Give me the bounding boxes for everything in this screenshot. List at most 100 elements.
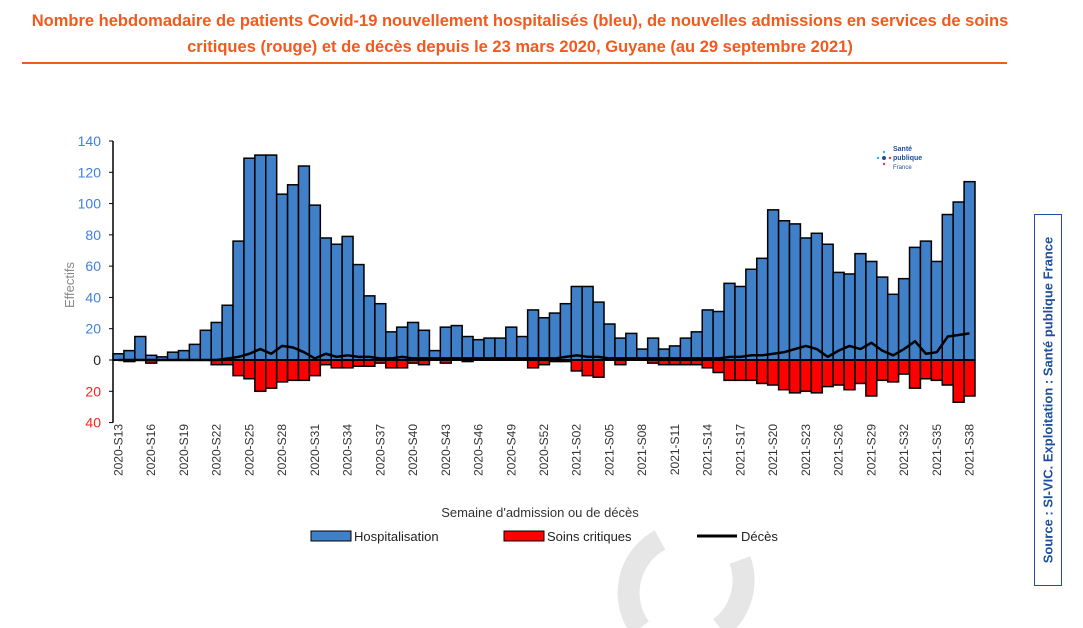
bar-hospitalisation xyxy=(472,338,485,361)
x-tick-label: 2020-S31 xyxy=(308,424,322,476)
bar-hospitalisation xyxy=(494,337,507,361)
bar-soins-critiques xyxy=(832,359,845,386)
bar-hospitalisation xyxy=(614,337,627,361)
bar-hospitalisation xyxy=(406,321,420,361)
bar-soins-critiques xyxy=(766,359,780,386)
bar-hospitalisation xyxy=(308,204,322,361)
bar-hospitalisation xyxy=(821,243,834,361)
bar-soins-critiques xyxy=(908,359,922,389)
bar-hospitalisation xyxy=(243,157,256,361)
y-tick-label: 40 xyxy=(85,415,101,431)
x-tick-label: 2020-S22 xyxy=(210,424,224,476)
bar-soins-critiques xyxy=(821,359,834,388)
bar-hospitalisation xyxy=(526,309,540,361)
bar-hospitalisation xyxy=(559,302,573,361)
bar-hospitalisation xyxy=(777,220,791,361)
bar-hospitalisation xyxy=(363,295,376,361)
bar-soins-critiques xyxy=(254,359,267,393)
x-tick-label: 2021-S23 xyxy=(799,424,813,476)
bar-soins-critiques xyxy=(243,359,256,380)
bar-hospitalisation xyxy=(854,252,867,361)
bar-soins-critiques xyxy=(756,359,769,385)
bar-hospitalisation xyxy=(581,285,594,361)
bar-hospitalisation xyxy=(286,184,300,361)
y-tick-label: 80 xyxy=(85,227,101,243)
y-tick-label: 0 xyxy=(93,352,101,368)
bar-soins-critiques xyxy=(941,359,954,386)
svg-text:Santé: Santé xyxy=(893,146,912,153)
bar-soins-critiques xyxy=(777,359,791,391)
bar-soins-critiques xyxy=(734,359,747,382)
bar-soins-critiques xyxy=(701,359,714,369)
bar-hospitalisation xyxy=(319,237,332,361)
bar-hospitalisation xyxy=(505,326,518,361)
x-tick-label: 2020-S28 xyxy=(275,424,289,476)
bar-hospitalisation xyxy=(690,331,703,361)
legend: Hospitalisation Soins critiques Décès xyxy=(310,529,778,544)
y-tick-label: 140 xyxy=(78,133,102,149)
x-tick-label: 2021-S11 xyxy=(668,424,682,475)
bar-hospitalisation xyxy=(232,240,245,361)
legend-label-deces: Décès xyxy=(741,529,778,544)
bar-hospitalisation xyxy=(188,343,202,361)
bar-hospitalisation xyxy=(810,232,823,361)
bar-hospitalisation xyxy=(265,154,278,361)
legend-label-hospitalisation: Hospitalisation xyxy=(354,529,439,544)
title-divider xyxy=(22,62,1007,64)
bar-hospitalisation xyxy=(701,309,714,361)
bar-hospitalisation xyxy=(548,312,562,361)
bar-hospitalisation xyxy=(341,235,354,361)
bar-soins-critiques xyxy=(570,359,583,372)
bar-soins-critiques xyxy=(897,359,911,375)
bar-hospitalisation xyxy=(766,209,780,361)
bar-hospitalisation xyxy=(123,349,136,361)
watermark xyxy=(617,530,666,628)
chart-title: Nombre hebdomadaire de patients Covid-19… xyxy=(31,12,1009,56)
bar-soins-critiques xyxy=(745,359,758,382)
bar-hospitalisation xyxy=(461,335,474,361)
bar-soins-critiques xyxy=(232,359,245,377)
bar-hospitalisation xyxy=(374,302,387,361)
y-tick-label: 20 xyxy=(85,383,101,399)
bar-hospitalisation xyxy=(537,317,551,361)
x-tick-label: 2020-S40 xyxy=(406,424,420,476)
x-tick-label: 2021-S08 xyxy=(635,424,649,476)
watermark xyxy=(712,556,755,628)
bar-soins-critiques xyxy=(330,359,343,369)
bar-soins-critiques xyxy=(810,359,823,394)
bar-hospitalisation xyxy=(134,335,147,361)
bar-soins-critiques xyxy=(876,359,889,382)
x-tick-label: 2021-S32 xyxy=(897,424,911,476)
x-tick-label: 2020-S25 xyxy=(242,424,256,476)
y-tick-label: 20 xyxy=(85,321,101,337)
bar-hospitalisation xyxy=(417,329,431,361)
bar-soins-critiques xyxy=(843,359,856,391)
bar-hospitalisation xyxy=(886,293,900,361)
bar-hospitalisation xyxy=(646,337,660,361)
x-tick-label: 2020-S34 xyxy=(341,424,355,476)
x-tick-label: 2020-S43 xyxy=(439,424,453,476)
line-deces xyxy=(118,332,970,362)
x-tick-label: 2020-S16 xyxy=(144,424,158,476)
bar-hospitalisation xyxy=(439,326,453,361)
bar-soins-critiques xyxy=(799,359,813,393)
x-tick-label: 2020-S13 xyxy=(111,424,125,476)
x-tick-label: 2021-S26 xyxy=(832,424,846,476)
bar-hospitalisation xyxy=(756,257,769,361)
bar-soins-critiques xyxy=(919,359,933,380)
bar-hospitalisation xyxy=(352,263,365,361)
bar-soins-critiques xyxy=(712,359,725,374)
bar-soins-critiques xyxy=(723,359,736,382)
bar-hospitalisation xyxy=(592,301,605,361)
x-tick-label: 2021-S38 xyxy=(963,424,977,476)
x-tick-label: 2021-S02 xyxy=(570,424,584,476)
bar-hospitalisation xyxy=(734,285,747,361)
x-tick-label: 2020-S49 xyxy=(504,424,518,476)
bar-hospitalisation xyxy=(712,310,725,361)
x-tick-label: 2020-S52 xyxy=(537,424,551,476)
source-box: Source : SI-VIC. Exploitation : Santé pu… xyxy=(1034,214,1062,586)
bar-soins-critiques xyxy=(865,359,878,397)
bar-hospitalisation xyxy=(275,193,289,361)
y-tick-label: 120 xyxy=(78,164,102,180)
bar-hospitalisation xyxy=(515,335,529,361)
